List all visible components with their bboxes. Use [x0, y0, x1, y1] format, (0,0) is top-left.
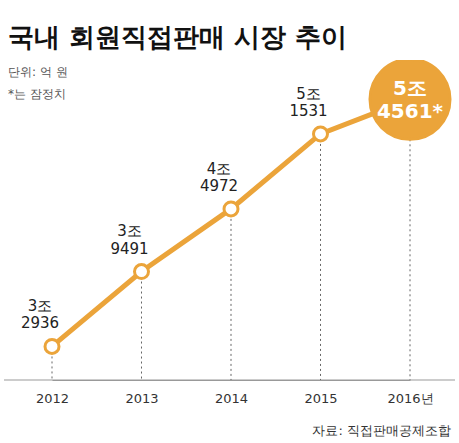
drop-line: [141, 272, 142, 380]
tick: 2016년: [387, 380, 433, 406]
line: [52, 99, 410, 346]
source: 자료: 직접판매공제조합: [312, 423, 451, 438]
point: [224, 202, 238, 216]
tick-label: 2013: [125, 391, 158, 406]
point: [135, 265, 149, 279]
title: 국내 회원직접판매 시장 추이: [8, 22, 347, 52]
point: [45, 339, 59, 353]
marks: [45, 60, 450, 380]
data-label: 5조4561*: [377, 76, 444, 123]
tick: 2013: [125, 380, 158, 406]
point: [370, 60, 450, 139]
tick-label: 2014: [215, 391, 248, 406]
tick-label: 2016년: [387, 391, 433, 406]
tick-label: 2015: [304, 391, 337, 406]
tick: 2014: [215, 380, 248, 406]
drop-line: [320, 134, 321, 380]
tick: 2015: [304, 380, 337, 406]
drop-line: [410, 99, 411, 380]
axis-line: [53, 380, 411, 381]
tick: 2012: [36, 380, 69, 406]
data-label: 5조1531: [289, 85, 327, 120]
subtitle: 단위: 억 원: [8, 65, 68, 79]
baseline: [4, 380, 455, 381]
data-label: 4조4972: [200, 160, 238, 195]
tick-label: 2012: [36, 391, 69, 406]
note: *는 잠정치: [8, 87, 66, 101]
point: [314, 127, 328, 141]
data-label: 3조9491: [110, 222, 148, 257]
chart: 국내 회원직접판매 시장 추이단위: 억 원 *는 잠정치 2012 2013 2014…: [0, 0, 459, 443]
drop-line: [231, 209, 232, 380]
x-axis: 2012 2013 2014 2015 2016년: [36, 380, 434, 406]
data-label: 3조2936: [21, 297, 59, 332]
